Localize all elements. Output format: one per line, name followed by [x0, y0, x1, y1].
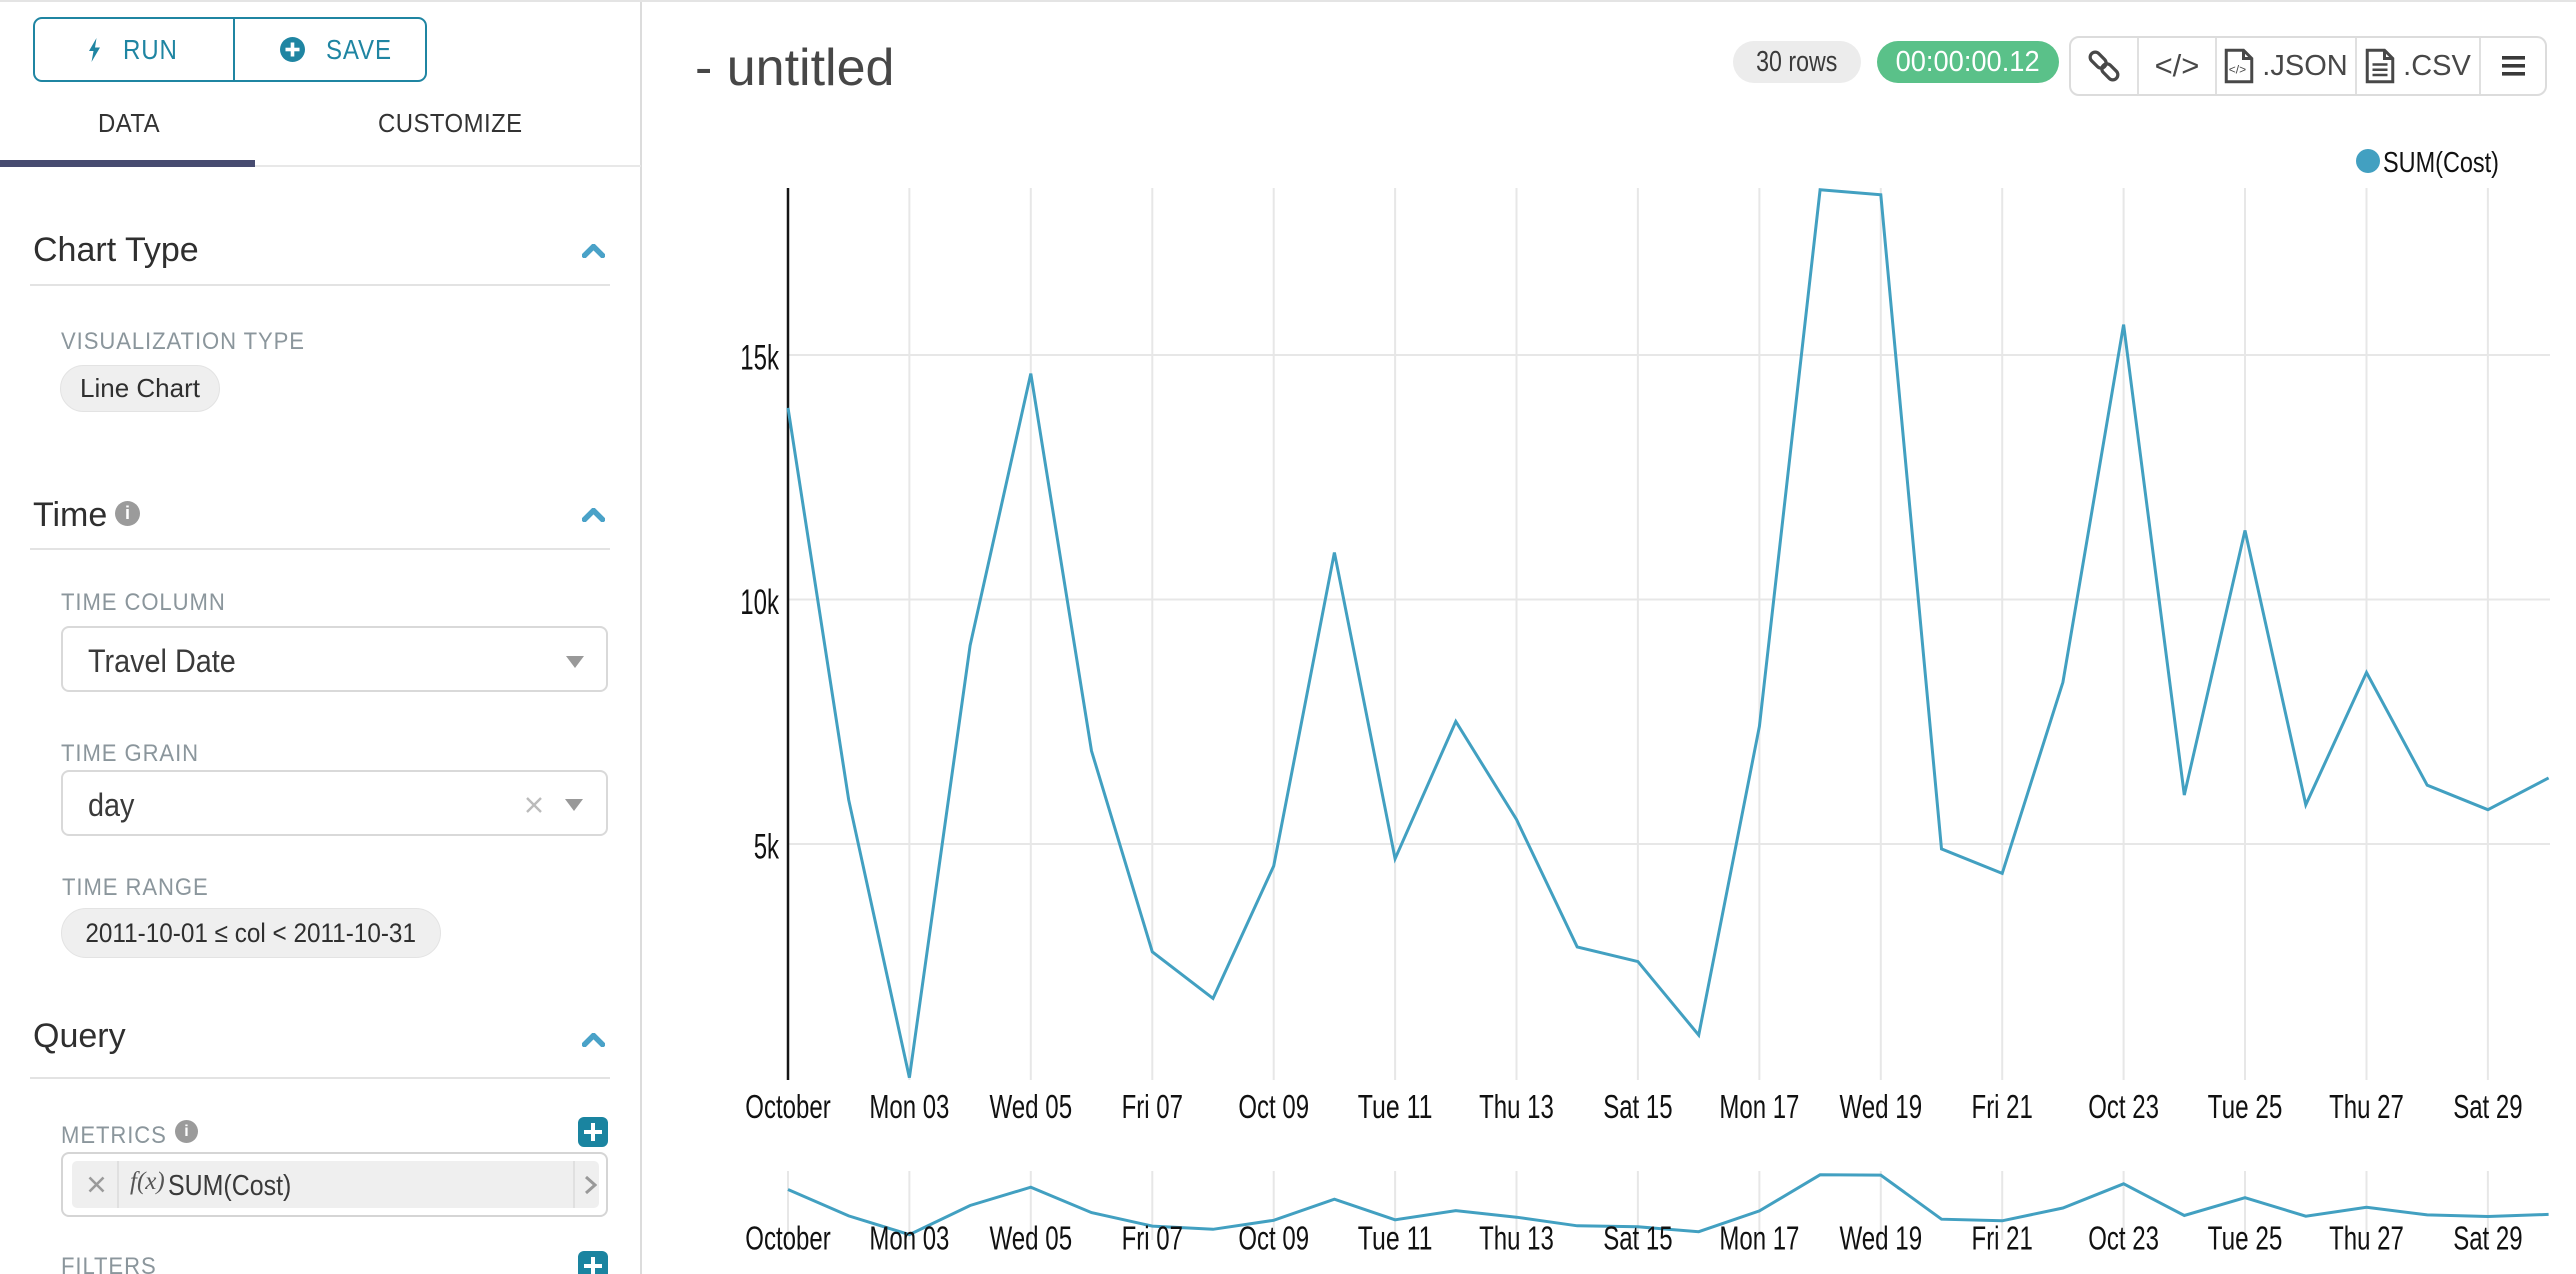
- svg-text:Thu 27: Thu 27: [2329, 1220, 2404, 1257]
- svg-text:Tue 25: Tue 25: [2208, 1220, 2283, 1257]
- svg-text:Oct 09: Oct 09: [1238, 1088, 1309, 1125]
- svg-text:Mon 17: Mon 17: [1719, 1220, 1799, 1257]
- svg-text:Sat 15: Sat 15: [1603, 1220, 1672, 1257]
- svg-text:</>: </>: [2229, 63, 2246, 77]
- svg-text:Fri 07: Fri 07: [1122, 1088, 1183, 1125]
- svg-text:10k: 10k: [740, 583, 779, 622]
- svg-text:SUM(Cost): SUM(Cost): [2383, 147, 2499, 179]
- svg-text:Tue 11: Tue 11: [1358, 1088, 1433, 1125]
- svg-text:Oct 23: Oct 23: [2088, 1220, 2159, 1257]
- svg-text:Thu 27: Thu 27: [2329, 1088, 2404, 1125]
- svg-text:Mon 03: Mon 03: [869, 1220, 949, 1257]
- svg-text:Fri 21: Fri 21: [1972, 1220, 2033, 1257]
- svg-text:15k: 15k: [740, 339, 779, 378]
- svg-text:Fri 07: Fri 07: [1122, 1220, 1183, 1257]
- svg-text:October: October: [745, 1220, 830, 1257]
- svg-text:Tue 25: Tue 25: [2208, 1088, 2283, 1125]
- svg-text:Sat 29: Sat 29: [2453, 1220, 2522, 1257]
- svg-text:Mon 03: Mon 03: [869, 1088, 949, 1125]
- svg-text:5k: 5k: [754, 828, 780, 867]
- svg-text:Oct 23: Oct 23: [2088, 1088, 2159, 1125]
- svg-text:Sat 15: Sat 15: [1603, 1088, 1672, 1125]
- svg-text:Oct 09: Oct 09: [1238, 1220, 1309, 1257]
- svg-text:Tue 11: Tue 11: [1358, 1220, 1433, 1257]
- svg-text:Sat 29: Sat 29: [2453, 1088, 2522, 1125]
- svg-text:Thu 13: Thu 13: [1479, 1088, 1554, 1125]
- svg-text:Wed 05: Wed 05: [989, 1220, 1072, 1257]
- svg-text:October: October: [745, 1088, 830, 1125]
- svg-text:Wed 19: Wed 19: [1839, 1220, 1922, 1257]
- svg-text:Wed 05: Wed 05: [989, 1088, 1072, 1125]
- svg-text:Fri 21: Fri 21: [1972, 1088, 2033, 1125]
- svg-text:Thu 13: Thu 13: [1479, 1220, 1554, 1257]
- svg-text:Mon 17: Mon 17: [1719, 1088, 1799, 1125]
- svg-text:Wed 19: Wed 19: [1839, 1088, 1922, 1125]
